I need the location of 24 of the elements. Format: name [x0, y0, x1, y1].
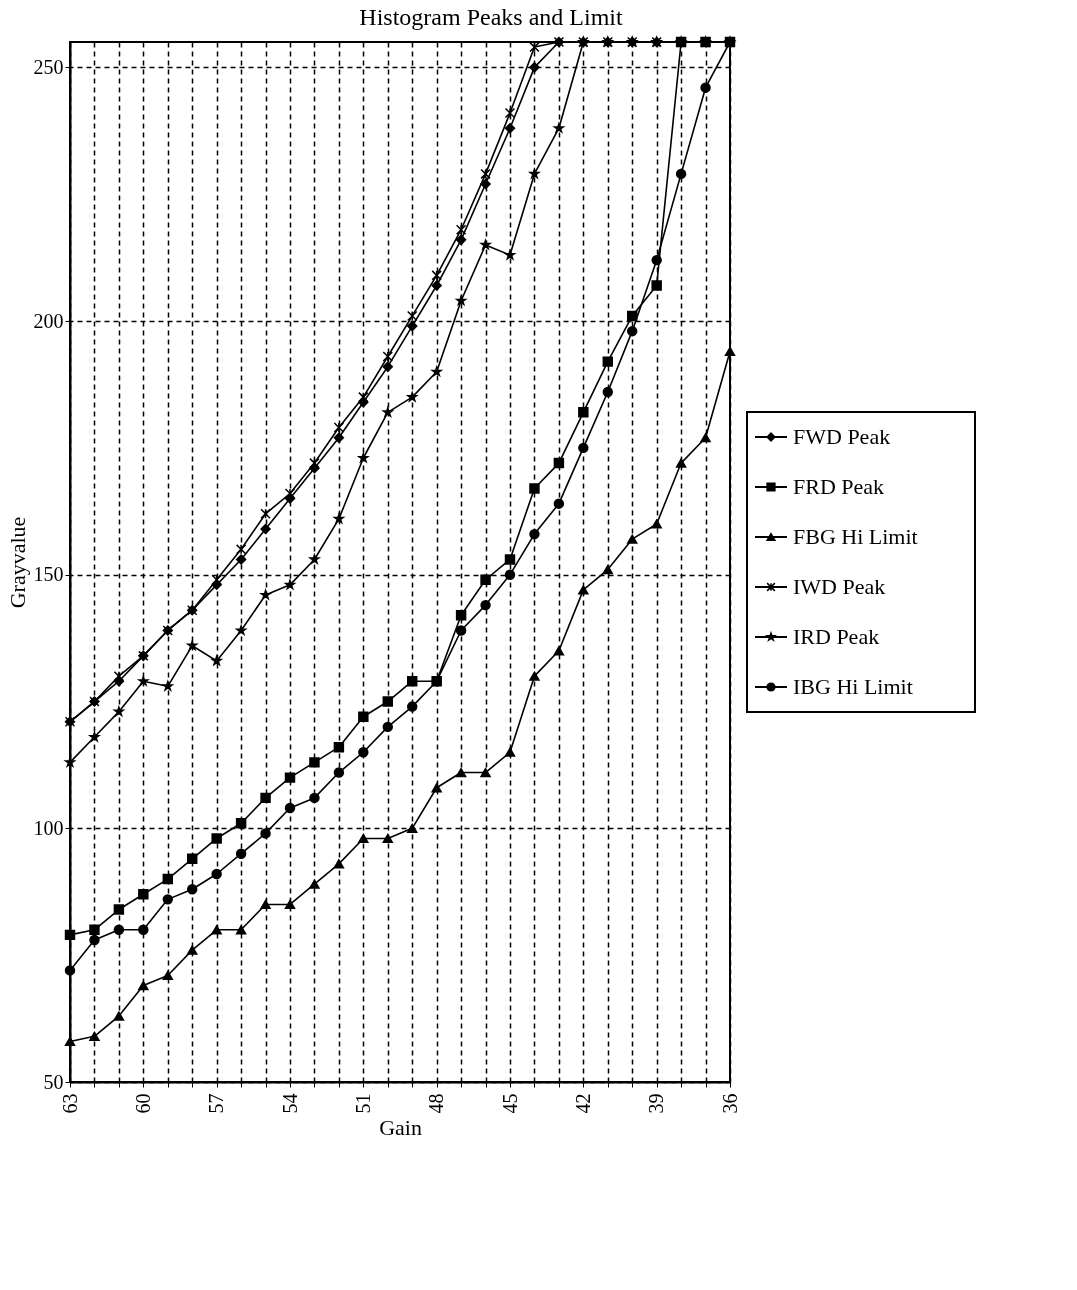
x-tick-label: 57: [205, 1093, 228, 1114]
legend-label: IBG Hi Limit: [793, 674, 913, 699]
x-tick-label: 60: [131, 1093, 154, 1114]
legend-label: IWD Peak: [793, 574, 886, 599]
y-tick-label: 200: [33, 309, 64, 332]
y-tick-label: 50: [43, 1070, 64, 1093]
x-tick-label: 51: [351, 1093, 374, 1114]
x-tick-label: 48: [425, 1093, 448, 1114]
y-tick-label: 250: [33, 55, 64, 78]
y-axis-title: Grayvalue: [4, 516, 30, 609]
legend-label: FRD Peak: [793, 474, 885, 499]
x-tick-label: 63: [58, 1093, 81, 1114]
legend-label: FWD Peak: [793, 424, 891, 449]
y-tick-label: 100: [33, 816, 64, 839]
x-tick-label: 45: [498, 1093, 521, 1114]
legend-label: FBG Hi Limit: [793, 524, 918, 549]
chart-title: Histogram Peaks and Limit: [359, 3, 623, 30]
x-tick-label: 54: [278, 1093, 301, 1114]
legend-label: IRD Peak: [793, 624, 880, 649]
x-tick-label: 36: [718, 1093, 741, 1114]
x-tick-label: 39: [645, 1093, 668, 1114]
x-axis-title: Gain: [379, 1114, 422, 1140]
y-tick-label: 150: [33, 563, 64, 586]
x-tick-label: 42: [571, 1093, 594, 1114]
